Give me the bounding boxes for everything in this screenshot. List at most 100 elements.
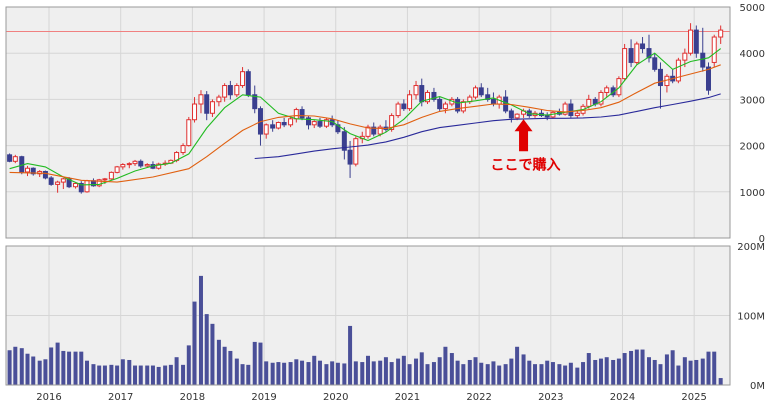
candle (616, 76, 622, 98)
candle (705, 62, 711, 95)
candle (55, 180, 61, 193)
volume-bar (174, 357, 179, 385)
volume-bar (437, 357, 442, 385)
volume-bar (49, 347, 54, 385)
volume-bar (479, 362, 484, 385)
volume-bar (419, 352, 424, 385)
candle (508, 108, 514, 123)
candle (652, 53, 658, 72)
candle (693, 25, 699, 58)
volume-bar (622, 353, 627, 385)
y-tick-label: 0 (759, 234, 765, 245)
candle (365, 124, 371, 139)
volume-bar (181, 364, 186, 385)
ma-short-line (9, 48, 722, 186)
candle-body (460, 101, 466, 112)
candle (688, 23, 694, 56)
candle-body (317, 121, 323, 127)
volume-bar (186, 345, 191, 385)
volume-bar (168, 364, 173, 385)
candle-body (455, 98, 461, 112)
candle (275, 121, 281, 130)
moving-average-lines (9, 48, 722, 186)
candle-body (424, 91, 430, 103)
volume-bar (73, 351, 78, 385)
candle (156, 162, 162, 170)
candle (657, 62, 663, 109)
volume-bar (246, 364, 251, 385)
candle-body (395, 103, 401, 117)
volume-bar (634, 349, 639, 385)
volume-bar (342, 363, 347, 385)
x-tick-label: 2025 (681, 392, 706, 403)
volume-bar (37, 360, 42, 385)
volume-bar (509, 358, 514, 385)
candle-body (84, 180, 90, 193)
volume-bar (652, 359, 657, 385)
candle-body (299, 109, 305, 119)
volume-bar (240, 364, 245, 385)
volume-bar (646, 357, 651, 385)
volume-bar (378, 360, 383, 385)
candle (30, 167, 36, 176)
candle-body (132, 160, 138, 165)
price-panel: 5000 4000 3000 2000 1000 0 ここで購入 (5, 3, 765, 245)
candle-body (48, 177, 54, 185)
candle-body (186, 119, 192, 147)
candle-body (389, 115, 395, 130)
candle (263, 123, 269, 139)
volume-bar (276, 362, 281, 385)
candle-body (311, 121, 317, 126)
candle-body (198, 94, 204, 105)
candle (120, 163, 126, 170)
y-tick-label: 0M (750, 381, 765, 392)
candle-body (401, 103, 407, 110)
volume-bar (515, 346, 520, 385)
volume-bar (682, 357, 687, 385)
volume-bar (640, 349, 645, 385)
y-tick-label: 5000 (740, 3, 765, 14)
candle-body (604, 87, 610, 93)
candle-body (138, 160, 144, 167)
x-tick-label: 2023 (538, 392, 563, 403)
y-tick-label: 2000 (740, 142, 765, 153)
candle (192, 97, 198, 123)
volume-bar (192, 301, 197, 385)
candle-body (657, 68, 663, 87)
volume-bar (545, 360, 550, 385)
candle-body (353, 138, 359, 165)
candle-body (341, 131, 347, 151)
candle (407, 90, 413, 111)
x-tick-label: 2016 (36, 392, 61, 403)
volume-bar (401, 355, 406, 385)
volume-bar (431, 362, 436, 385)
candle-body (293, 109, 299, 120)
candle-body (227, 85, 233, 96)
candle-body (270, 124, 276, 129)
candle (252, 85, 258, 114)
candle-body (628, 48, 634, 63)
candle-body (413, 85, 419, 96)
candle (401, 99, 407, 111)
volume-bar (127, 359, 132, 385)
volume-bar (234, 358, 239, 385)
candle-body (371, 126, 377, 135)
candle-body (55, 181, 61, 185)
candle-body (568, 103, 574, 117)
x-tick-label: 2020 (323, 392, 348, 403)
volume-bar (258, 342, 263, 385)
volume-bar (611, 359, 616, 385)
volume-bar (79, 351, 84, 385)
candle-body (562, 103, 568, 115)
candle-body (323, 119, 329, 127)
volume-bar (676, 365, 681, 385)
volume-bar (85, 360, 90, 385)
candle-body (275, 122, 281, 129)
candle (299, 106, 305, 121)
candle-body (7, 154, 13, 162)
candle-body (120, 164, 126, 168)
candle-body (419, 85, 425, 103)
volume-bar (288, 362, 293, 385)
candle (473, 85, 479, 100)
